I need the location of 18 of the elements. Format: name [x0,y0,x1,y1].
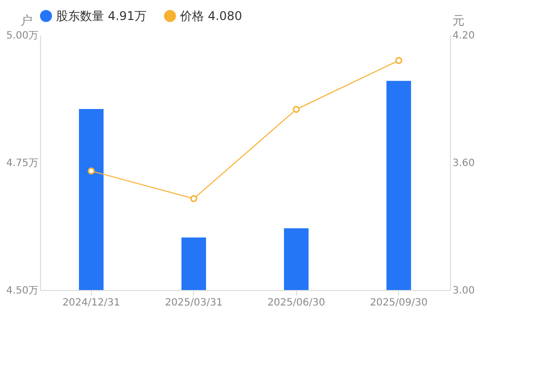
y2-tick-label: 4.20 [452,30,475,42]
x-tick-label: 2025/06/30 [267,298,326,308]
y-tick-label: 4.75万 [6,158,38,169]
x-tick-label: 2025/09/30 [370,298,428,308]
legend-label: 价格 4.080 [179,9,242,23]
y-axis-title: 户 [20,14,32,28]
point [292,106,300,113]
point [88,168,95,174]
legend-label: 股东数量 4.91万 [56,9,147,23]
y-tick-label: 4.50万 [6,286,38,296]
y2-axis-title: 元 [452,14,464,28]
y-tick-label: 5.00万 [6,30,38,42]
y2-tick-label: 3.00 [452,286,475,296]
point [395,57,402,64]
y2-tick-label: 3.60 [452,158,475,169]
point [190,195,198,202]
x-tick-label: 2024/12/31 [62,298,120,308]
x-tick-label: 2025/03/31 [164,298,223,308]
